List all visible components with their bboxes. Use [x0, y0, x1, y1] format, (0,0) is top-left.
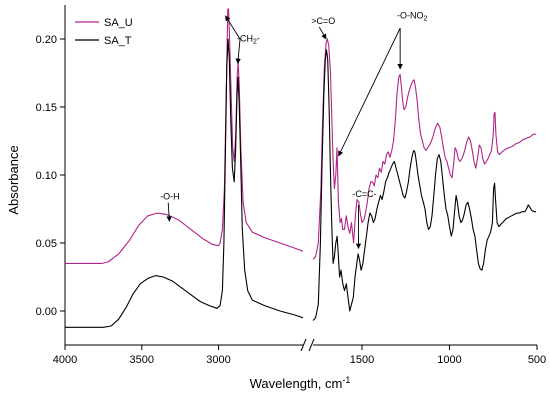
series-line-sa-u: [65, 8, 537, 264]
series-line-sa-t: [65, 38, 537, 328]
annotation-label: -C=C-: [352, 189, 376, 199]
annotation-label: -O-NO2: [397, 11, 428, 23]
annotation-arrow: [166, 202, 172, 222]
x-tick-label: 3500: [130, 354, 154, 366]
series-layer: [65, 8, 537, 328]
plot-frame: [64, 5, 537, 346]
legend-label-sa-u: SA_U: [104, 17, 133, 29]
annotation-arrow: [338, 27, 401, 157]
annotation-arrow: [318, 26, 327, 40]
annotation-arrow: [235, 38, 241, 65]
x-axis-title-sup: -1: [342, 375, 350, 385]
x-tick-label: 4000: [53, 354, 77, 366]
legend: SA_U SA_T: [75, 17, 133, 47]
x-ticks: 4000 3500 3000 1500 1000 500: [53, 345, 546, 366]
annotation-label: -CH2-: [237, 34, 260, 46]
axis-break: [300, 338, 315, 352]
y-tick-label: 0.20: [36, 34, 57, 46]
x-tick-label: 3000: [206, 354, 230, 366]
y-tick-label: 0.05: [36, 238, 57, 250]
y-tick-label: 0.10: [36, 170, 57, 182]
annotation-layer: -O-H >C=O -CH2- -O-NO2 -C=C-: [160, 11, 428, 249]
y-tick-label: 0.00: [36, 306, 57, 318]
x-tick-label: 500: [528, 354, 546, 366]
x-axis-title: Wavelength, cm-1: [250, 375, 351, 391]
y-axis-title: Absorbance: [6, 145, 21, 214]
annotation-arrow: [225, 15, 241, 40]
legend-label-sa-t: SA_T: [104, 35, 132, 47]
axis-break-mark-left: [300, 338, 307, 352]
y-ticks: 0.00 0.05 0.10 0.15 0.20: [36, 34, 65, 318]
annotation-label: >C=O: [311, 16, 335, 26]
x-tick-label: 1500: [350, 354, 374, 366]
x-tick-label: 1000: [437, 354, 461, 366]
x-axis-title-main: Wavelength, cm: [250, 376, 343, 391]
y-tick-label: 0.15: [36, 102, 57, 114]
axis-break-mark-right: [308, 338, 315, 352]
annotation-label: -O-H: [160, 191, 180, 201]
